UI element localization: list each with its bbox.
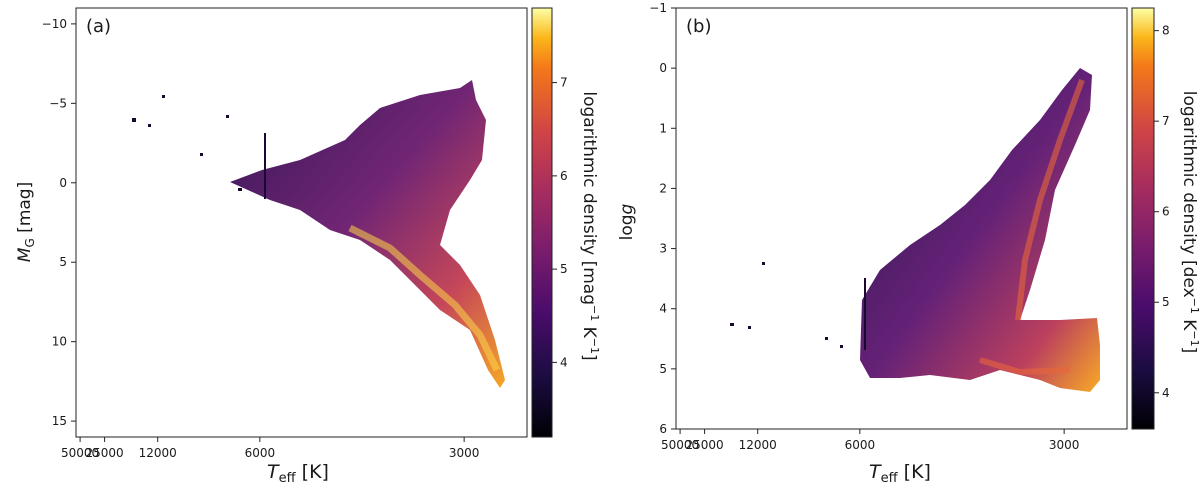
x-tick-label-a-3: 6000 bbox=[245, 446, 276, 460]
y-tick-label-a-1: −5 bbox=[49, 96, 67, 110]
y-axis-label-b: logg bbox=[617, 203, 637, 240]
x-tick-label-b-4: 3000 bbox=[1049, 438, 1080, 452]
y-axis-label-a: MG [mag] bbox=[15, 182, 37, 262]
colorbar-ticks-a: 4 5 6 7 bbox=[552, 76, 568, 369]
colorbar-tick-label-b-2: 6 bbox=[1162, 205, 1170, 219]
y-tick-label-b-4: 3 bbox=[659, 242, 667, 256]
panel-label-b: (b) bbox=[686, 16, 711, 37]
y-axis-b: −1 0 1 2 3 4 5 6 bbox=[649, 1, 676, 436]
x-tick-label-b-2: 12000 bbox=[739, 438, 777, 452]
x-axis-label-b: Teff [K] bbox=[869, 461, 931, 486]
y-tick-label-b-0: −1 bbox=[649, 1, 667, 15]
x-tick-label-a-1: 25000 bbox=[86, 446, 124, 460]
y-tick-label-b-7: 6 bbox=[659, 422, 667, 436]
y-tick-label-b-5: 4 bbox=[659, 302, 667, 316]
colorbar-tick-label-b-1: 5 bbox=[1162, 295, 1170, 309]
colorbar-ticks-b: 4 5 6 7 8 bbox=[1154, 24, 1170, 400]
x-tick-label-a-2: 12000 bbox=[139, 446, 177, 460]
y-tick-label-a-4: 10 bbox=[52, 335, 67, 349]
colorbar-tick-label-b-3: 7 bbox=[1162, 114, 1170, 128]
colorbar-tick-label-a-3: 7 bbox=[560, 76, 568, 90]
colorbar-b bbox=[1131, 7, 1155, 430]
x-tick-label-b-3: 6000 bbox=[845, 438, 876, 452]
colorbar-tick-label-a-2: 6 bbox=[560, 169, 568, 183]
x-tick-label-b-0: 50000 bbox=[661, 438, 699, 452]
colorbar-a bbox=[531, 7, 553, 438]
colorbar-tick-label-a-0: 4 bbox=[560, 355, 568, 369]
colorbar-tick-label-b-0: 4 bbox=[1162, 386, 1170, 400]
x-axis-label-a: Teff [K] bbox=[267, 461, 329, 486]
x-tick-label-a-4: 3000 bbox=[449, 446, 480, 460]
x-tick-label-b-1: 25000 bbox=[686, 438, 724, 452]
density-map-a bbox=[132, 80, 505, 388]
x-tick-label-a-0: 50000 bbox=[61, 446, 99, 460]
y-tick-label-a-5: 15 bbox=[52, 414, 67, 428]
colorbar-label-a: logarithmic density [mag−1 K−1] bbox=[579, 91, 601, 360]
y-axis-a: −10 −5 0 5 10 15 bbox=[42, 17, 76, 428]
plot-frame-a bbox=[75, 7, 528, 438]
y-tick-label-a-0: −10 bbox=[42, 17, 67, 31]
colorbar-tick-label-b-4: 8 bbox=[1162, 24, 1170, 38]
density-region-b bbox=[860, 68, 1100, 392]
density-map-b bbox=[730, 68, 1100, 392]
colorbar-tick-label-a-1: 5 bbox=[560, 262, 568, 276]
colorbar-label-b: logarithmic density [dex−1 K−1] bbox=[1179, 91, 1200, 354]
y-tick-label-b-3: 2 bbox=[659, 181, 667, 195]
panel-label-a: (a) bbox=[86, 16, 111, 37]
density-ridge-a bbox=[348, 224, 501, 372]
y-tick-label-b-6: 5 bbox=[659, 362, 667, 376]
y-tick-label-b-1: 0 bbox=[659, 61, 667, 75]
y-tick-label-b-2: 1 bbox=[659, 121, 667, 135]
y-tick-label-a-2: 0 bbox=[59, 176, 67, 190]
y-tick-label-a-3: 5 bbox=[59, 255, 67, 269]
density-ridge-b bbox=[979, 78, 1085, 376]
